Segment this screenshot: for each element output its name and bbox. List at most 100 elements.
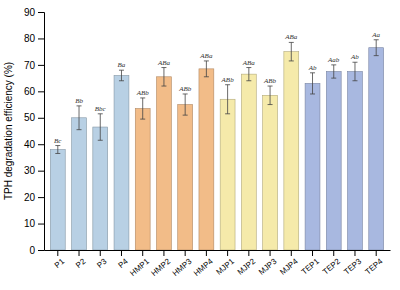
y-tick: 10 bbox=[24, 218, 44, 229]
y-tick: 20 bbox=[24, 192, 44, 203]
error-bar bbox=[98, 114, 103, 140]
y-tick-mark bbox=[38, 144, 44, 145]
error-bar bbox=[374, 40, 379, 56]
error-bar bbox=[310, 73, 315, 94]
x-tick: MJP2 bbox=[236, 250, 258, 277]
x-tick-label: HMP1 bbox=[128, 256, 151, 278]
x-tick-mark bbox=[248, 250, 249, 256]
x-tick-mark bbox=[270, 250, 271, 256]
x-tick-label: TEP1 bbox=[300, 256, 322, 276]
error-bar-cap bbox=[268, 104, 273, 105]
x-tick: TEP2 bbox=[321, 250, 343, 277]
x-tick-mark bbox=[142, 250, 143, 256]
x-tick: HMP2 bbox=[149, 250, 172, 278]
y-tick-label: 20 bbox=[24, 192, 36, 203]
error-bar-cap bbox=[268, 86, 273, 87]
x-tick-mark bbox=[163, 250, 164, 256]
x-tick-mark bbox=[376, 250, 377, 256]
x-tick: TEP3 bbox=[342, 250, 364, 277]
y-tick-mark bbox=[38, 65, 44, 66]
error-bar-cap bbox=[55, 153, 60, 154]
error-bar bbox=[161, 68, 166, 87]
annotation: Ab bbox=[350, 53, 359, 61]
bars bbox=[50, 40, 383, 250]
bar bbox=[284, 52, 299, 250]
x-tick-mark bbox=[206, 250, 207, 256]
x-tick-label: MJP4 bbox=[278, 256, 300, 276]
x-tick: HMP4 bbox=[192, 250, 215, 278]
annotation: Bbc bbox=[95, 105, 107, 113]
x-tick-mark bbox=[121, 250, 122, 256]
error-bar-cap bbox=[310, 93, 315, 94]
y-tick-mark bbox=[38, 38, 44, 39]
error-bar-stem bbox=[333, 65, 334, 78]
y-tick-label: 10 bbox=[24, 218, 36, 229]
x-tick-label: MJP3 bbox=[257, 256, 279, 276]
error-bar bbox=[352, 62, 357, 81]
error-bar-cap bbox=[119, 70, 124, 71]
error-bar-stem bbox=[248, 68, 249, 81]
error-bar bbox=[289, 42, 294, 61]
bar bbox=[199, 69, 214, 250]
error-bar-cap bbox=[161, 86, 166, 87]
x-tick-label: TEP4 bbox=[363, 256, 385, 276]
error-bar-stem bbox=[270, 86, 271, 105]
y-tick-label: 90 bbox=[24, 7, 36, 18]
x-tick-label: P3 bbox=[95, 256, 109, 270]
error-bar-cap bbox=[204, 76, 209, 77]
x-tick-label: P4 bbox=[117, 256, 131, 270]
x-axis-line bbox=[45, 250, 391, 251]
error-bar-cap bbox=[246, 67, 251, 68]
y-tick: 60 bbox=[24, 86, 44, 97]
error-bar-cap bbox=[183, 115, 188, 116]
error-bar-cap bbox=[352, 62, 357, 63]
x-tick-mark bbox=[354, 250, 355, 256]
x-tick: P2 bbox=[74, 250, 88, 270]
error-bar-cap bbox=[331, 78, 336, 79]
y-tick: 50 bbox=[24, 112, 44, 123]
error-bar-cap bbox=[289, 42, 294, 43]
x-tick-mark bbox=[185, 250, 186, 256]
error-bar-cap bbox=[374, 39, 379, 40]
annotation: ABb bbox=[178, 85, 192, 93]
error-bar-stem bbox=[312, 73, 313, 94]
bar bbox=[114, 75, 129, 250]
error-bar bbox=[204, 61, 209, 77]
chart: 0102030405060708090P1P2P3P4HMP1HMP2HMP3H… bbox=[0, 0, 400, 290]
bar bbox=[348, 72, 363, 251]
y-tick-mark bbox=[38, 91, 44, 92]
error-bar-cap bbox=[374, 55, 379, 56]
y-tick-mark bbox=[38, 118, 44, 119]
x-tick-label: TEP2 bbox=[321, 256, 343, 276]
error-bar bbox=[55, 146, 60, 154]
annotation: ABa bbox=[284, 33, 298, 41]
y-tick-label: 60 bbox=[24, 86, 36, 97]
x-tick: HMP3 bbox=[171, 250, 194, 278]
x-tick-mark bbox=[227, 250, 228, 256]
y-tick: 0 bbox=[29, 245, 44, 256]
x-tick-mark bbox=[57, 250, 58, 256]
error-bar-cap bbox=[77, 129, 82, 130]
bar bbox=[178, 105, 193, 250]
annotation: ABb bbox=[263, 77, 277, 85]
annotation: Bb bbox=[75, 97, 83, 105]
x-tick-mark bbox=[333, 250, 334, 256]
y-tick-mark bbox=[38, 224, 44, 225]
error-bar bbox=[119, 70, 124, 81]
x-tick: TEP4 bbox=[363, 250, 385, 277]
error-bar-cap bbox=[225, 84, 230, 85]
error-bar-stem bbox=[227, 85, 228, 114]
bar bbox=[326, 72, 341, 251]
error-bar bbox=[225, 85, 230, 114]
x-tick: MJP4 bbox=[278, 250, 300, 277]
y-tick-label: 30 bbox=[24, 165, 36, 176]
x-tick: P1 bbox=[53, 250, 67, 270]
y-tick-mark bbox=[38, 197, 44, 198]
y-axis: 0102030405060708090 bbox=[24, 7, 45, 256]
annotation: ABb bbox=[136, 89, 150, 97]
bar bbox=[50, 150, 65, 250]
error-bar-stem bbox=[291, 42, 292, 61]
error-bar bbox=[331, 65, 336, 78]
x-tick: P3 bbox=[95, 250, 109, 270]
error-bar-cap bbox=[183, 93, 188, 94]
